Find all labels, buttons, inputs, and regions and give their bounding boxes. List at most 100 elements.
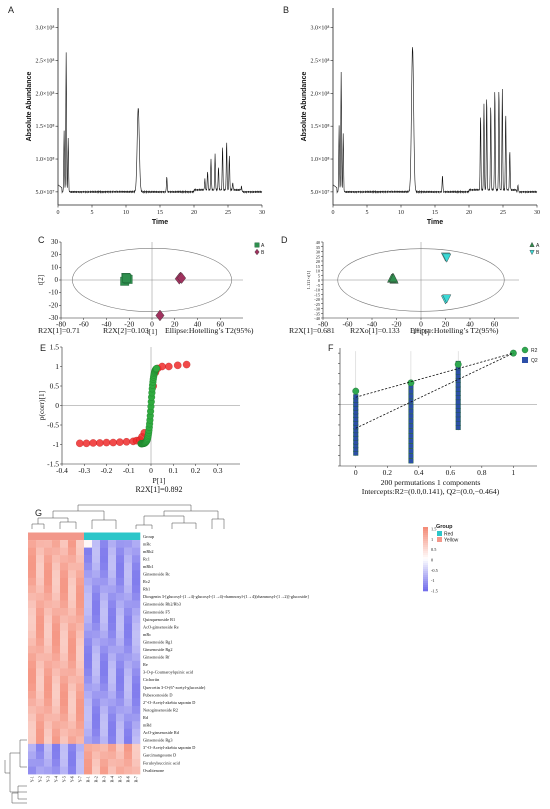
heatmap-cell: [28, 638, 37, 647]
heatmap-cell: [28, 585, 37, 594]
x-tick-label: -60: [79, 320, 89, 329]
heatmap-cell: [100, 743, 109, 752]
heatmap-cell: [132, 645, 141, 654]
heatmap-cell: [44, 608, 53, 616]
column-dendrogram: [52, 510, 105, 520]
hotelling-ellipse: [72, 248, 232, 312]
heatmap-cell: [76, 668, 85, 677]
color-scale-step: [423, 557, 428, 560]
y-tick-label: 1.0×10⁸: [311, 157, 330, 163]
heatmap-cell: [44, 743, 53, 752]
heatmap-cell: [100, 577, 109, 586]
heatmap-cell: [92, 766, 101, 775]
x-tick-label: 20: [171, 320, 179, 329]
heatmap-cell: [92, 751, 101, 760]
group-annotation-cell: [68, 532, 77, 541]
heatmap-row-label: Ginsenoside Rg1: [143, 639, 172, 644]
heatmap-cell: [124, 585, 133, 594]
heatmap-cell: [108, 683, 117, 692]
heatmap-cell: [36, 766, 45, 775]
heatmap-cell: [52, 759, 61, 767]
heatmap-row-label: Cichoriin: [143, 677, 160, 682]
heatmap-cell: [124, 555, 133, 563]
heatmap-cell: [44, 698, 53, 707]
group-legend-label: Red: [444, 531, 453, 537]
heatmap-cell: [52, 668, 61, 677]
heatmap-cell: [108, 668, 117, 677]
y-tick-label: -10: [49, 289, 59, 297]
heatmap-row-label: mRc: [143, 541, 151, 546]
heatmap-column-label: Y-5: [62, 776, 67, 782]
color-scale-step: [423, 587, 428, 590]
q2-point: [408, 428, 414, 434]
score-point-b: [155, 309, 165, 322]
y-tick-label: 20: [316, 259, 320, 264]
heatmap-cell: [108, 743, 117, 752]
x-tick-label: 40: [194, 320, 202, 329]
y-tick-label: 2.5×10⁸: [311, 59, 330, 65]
heatmap-cell: [60, 638, 69, 647]
heatmap-cell: [116, 555, 125, 563]
heatmap-cell: [60, 608, 69, 616]
x-axis-title: t[1]: [147, 328, 157, 336]
heatmap-cell: [100, 645, 109, 654]
heatmap-row-label: mRb1: [143, 564, 154, 569]
heatmap-cell: [60, 759, 69, 767]
color-scale-step: [423, 579, 428, 582]
color-scale-step: [423, 551, 428, 554]
x-tick-label: 0: [150, 320, 154, 329]
heatmap-cell: [76, 713, 85, 722]
heatmap-cell: [52, 608, 61, 616]
heatmap-cell: [68, 691, 77, 699]
y-tick-label: 40: [316, 240, 320, 245]
hotelling-ellipse: [337, 248, 505, 312]
heatmap-cell: [68, 623, 77, 631]
heatmap-cell: [68, 668, 77, 677]
heatmap-cell: [28, 706, 37, 714]
heatmap-cell: [60, 630, 69, 639]
heatmap-cell: [28, 766, 37, 775]
y-tick-label: 25: [316, 254, 320, 259]
heatmap-cell: [108, 630, 117, 639]
heatmap-cell: [132, 608, 141, 616]
heatmap-cell: [52, 540, 61, 548]
column-dendrogram: [77, 504, 192, 511]
heatmap-cell: [132, 706, 141, 714]
heatmap-cell: [124, 600, 133, 609]
heatmap-cell: [84, 653, 93, 662]
x-tick-label: 0: [57, 210, 60, 216]
panel-label-a: A: [8, 5, 14, 15]
color-scale-step: [423, 581, 428, 584]
heatmap-cell: [116, 653, 125, 662]
heatmap-cell: [44, 570, 53, 579]
heatmap-cell: [84, 555, 93, 563]
heatmap-cell: [100, 585, 109, 594]
panel-b: B 0 5 10 15 20 25 30 5.0×10⁷ 1.0×10⁸ 1.5×10⁸ 2.0×1…: [275, 0, 550, 226]
heatmap-column-label: Y-6: [70, 775, 75, 782]
heatmap-cell: [68, 638, 77, 647]
r2x-annotation: R2X[1]=0.71: [38, 326, 80, 335]
y-tick-label: 20: [51, 251, 59, 259]
q2-point: [408, 423, 414, 429]
heatmap-cell: [124, 547, 133, 556]
y-tick-label: -1.5: [47, 459, 59, 468]
heatmap-cell: [44, 555, 53, 563]
heatmap-cell: [28, 630, 37, 639]
heatmap-cell: [28, 675, 37, 684]
heatmap-cell: [52, 713, 61, 722]
heatmap-cell: [84, 759, 93, 767]
heatmap-cell: [100, 691, 109, 699]
heatmap-cell: [108, 608, 117, 616]
heatmap-cell: [84, 691, 93, 699]
heatmap-cell: [76, 743, 85, 752]
score-point-a: [122, 273, 131, 283]
heatmap-cell: [28, 728, 37, 737]
heatmap-cell: [44, 592, 53, 601]
x-tick-label: -40: [102, 320, 112, 329]
heatmap-cell: [28, 698, 37, 707]
heatmap-cell: [28, 547, 37, 556]
y-tick-label: 0: [55, 401, 59, 410]
legend-label-a: A: [536, 243, 540, 249]
y-tick-label: 1.5: [50, 342, 60, 351]
heatmap-cell: [60, 698, 69, 707]
